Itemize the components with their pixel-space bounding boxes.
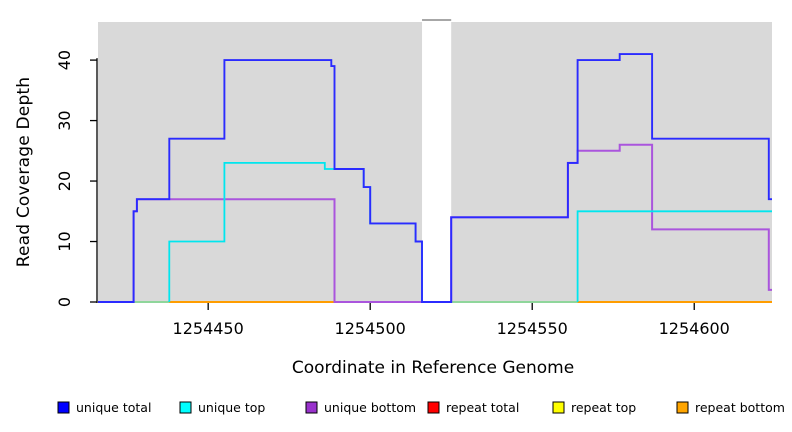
x-tick-label: 1254600 — [659, 319, 730, 338]
legend-label: repeat bottom — [695, 400, 785, 415]
x-tick-label: 1254550 — [497, 319, 568, 338]
x-tick-label: 1254500 — [335, 319, 406, 338]
x-tick-label: 1254450 — [173, 319, 244, 338]
legend-swatch-unique-total — [57, 401, 70, 414]
legend-item-repeat-bottom: repeat bottom — [676, 400, 785, 415]
legend-swatch-repeat-top — [552, 401, 565, 414]
series-unique-total-line-1 — [98, 53, 772, 303]
x-axis-label: Coordinate in Reference Genome — [291, 358, 575, 378]
legend-swatch-repeat-bottom — [676, 401, 689, 414]
no-data-gap — [422, 19, 452, 303]
y-tick-label: 40 — [55, 50, 74, 70]
y-tick-label: 10 — [55, 231, 74, 251]
legend-label: unique top — [198, 400, 265, 415]
legend-item-unique-total: unique total — [57, 400, 151, 415]
legend-label: repeat total — [446, 400, 519, 415]
legend-label: repeat top — [571, 400, 636, 415]
legend-swatch-unique-bottom — [305, 401, 318, 414]
legend-item-repeat-top: repeat top — [552, 400, 636, 415]
legend-item-unique-top: unique top — [179, 400, 265, 415]
y-tick-label: 0 — [55, 297, 74, 307]
legend-label: unique bottom — [324, 400, 416, 415]
y-tick-label: 30 — [55, 110, 74, 130]
legend-item-repeat-total: repeat total — [427, 400, 519, 415]
legend-label: unique total — [76, 400, 151, 415]
legend-swatch-repeat-total — [427, 401, 440, 414]
legend-swatch-unique-top — [179, 401, 192, 414]
series-unique-top-line-2 — [576, 210, 772, 302]
y-axis-label: Read Coverage Depth — [14, 76, 34, 268]
legend-item-unique-bottom: unique bottom — [305, 400, 416, 415]
y-tick-label: 20 — [55, 171, 74, 191]
